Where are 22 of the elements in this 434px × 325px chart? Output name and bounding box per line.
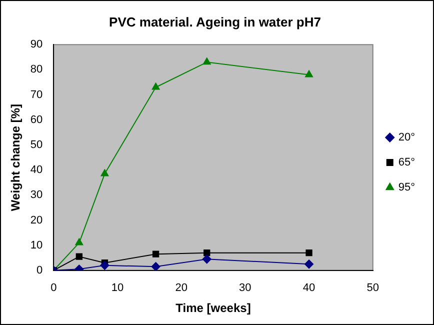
y-tick-label: 50 bbox=[30, 138, 43, 151]
y-tick-label: 60 bbox=[30, 114, 43, 126]
x-axis-title: Time [weeks] bbox=[176, 301, 251, 316]
y-tick-label: 20 bbox=[30, 214, 43, 226]
legend-label: 20° bbox=[398, 132, 416, 144]
y-tick-label: 30 bbox=[30, 189, 43, 202]
chart-title: PVC material. Ageing in water pH7 bbox=[109, 14, 321, 30]
y-tick-label: 80 bbox=[30, 64, 43, 76]
y-tick-label: 40 bbox=[30, 164, 43, 176]
y-tick-label: 0 bbox=[36, 264, 43, 276]
y-tick-label: 10 bbox=[30, 239, 43, 252]
legend-label: 95° bbox=[398, 182, 416, 194]
y-tick-label: 90 bbox=[30, 38, 43, 51]
y-tick-label: 70 bbox=[30, 88, 43, 101]
x-tick-label: 50 bbox=[366, 282, 379, 294]
x-tick-label: 20 bbox=[175, 282, 188, 294]
x-tick-label: 0 bbox=[50, 282, 57, 294]
x-tick-label: 30 bbox=[239, 282, 252, 294]
y-axis-title: Weight change [%] bbox=[8, 104, 23, 212]
x-tick-label: 10 bbox=[111, 282, 124, 294]
legend-label: 65° bbox=[398, 156, 416, 169]
x-tick-label: 40 bbox=[302, 282, 316, 294]
